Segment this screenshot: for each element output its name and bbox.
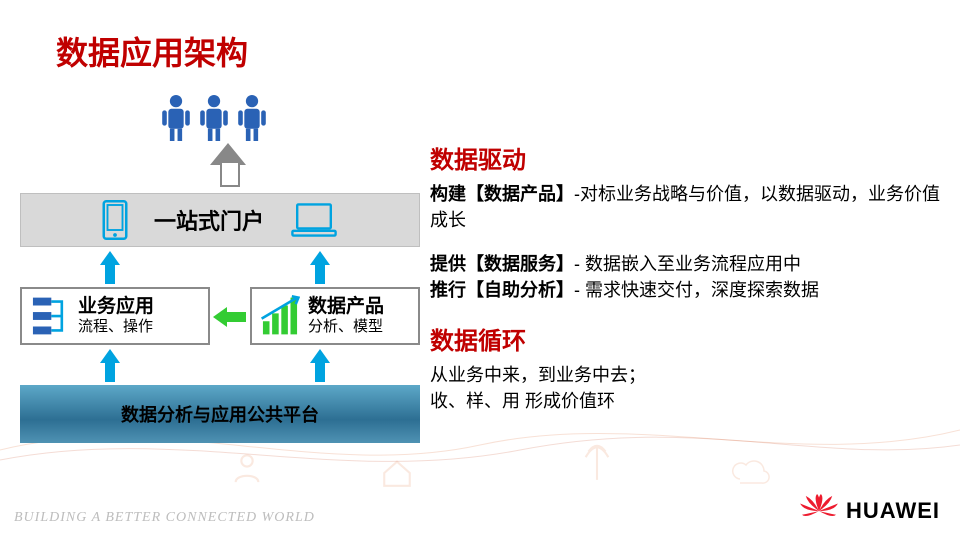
logo-text: HUAWEI <box>846 498 940 524</box>
body-line: 推行【自助分析】- 需求快速交付，深度探索数据 <box>430 277 940 303</box>
arrow-platform-to-leftbox <box>100 349 120 363</box>
arrow-leftbox-to-portal <box>100 251 120 265</box>
arrow-portal-to-people <box>210 143 246 165</box>
arrow-rightbox-to-portal <box>310 251 330 265</box>
box-sub: 流程、操作 <box>78 318 154 336</box>
body-line: 提供【数据服务】- 数据嵌入至业务流程应用中 <box>430 251 940 277</box>
box-title: 业务应用 <box>78 296 154 319</box>
body-line: 收、样、用 形成价值环 <box>430 388 940 414</box>
box-sub: 分析、模型 <box>308 318 384 336</box>
person-icon <box>160 95 192 141</box>
portal-label: 一站式门户 <box>154 204 264 236</box>
arrow-rightbox-to-leftbox <box>213 307 227 327</box>
flow-icon <box>30 295 70 337</box>
body-line: 构建【数据产品】-对标业务战略与价值，以数据驱动，业务价值成长 <box>430 181 940 233</box>
data-product-box: 数据产品 分析、模型 <box>250 287 420 345</box>
slide-title: 数据应用架构 <box>56 28 248 74</box>
people-icons <box>160 95 268 141</box>
person-icon <box>236 95 268 141</box>
platform-label: 数据分析与应用公共平台 <box>121 401 319 427</box>
huawei-flower-icon <box>800 494 838 528</box>
tagline: BUILDING A BETTER CONNECTED WORLD <box>14 510 315 526</box>
body-line: 从业务中来，到业务中去； <box>430 362 940 388</box>
architecture-diagram: 一站式门户 业务应用 流程、操作 数据产品 分析、模型 数据分析与应用公共平台 <box>20 95 420 475</box>
right-text-column: 数据驱动 构建【数据产品】-对标业务战略与价值，以数据驱动，业务价值成长 提供【… <box>430 140 940 415</box>
phone-icon <box>102 200 128 240</box>
arrow-platform-to-rightbox <box>310 349 330 363</box>
portal-bar: 一站式门户 <box>20 193 420 247</box>
laptop-icon <box>290 202 338 238</box>
business-app-box: 业务应用 流程、操作 <box>20 287 210 345</box>
platform-bar: 数据分析与应用公共平台 <box>20 385 420 443</box>
chart-icon <box>260 295 300 337</box>
section-head-2: 数据循环 <box>430 321 940 356</box>
section-head-1: 数据驱动 <box>430 140 940 175</box>
box-title: 数据产品 <box>308 296 384 319</box>
bg-cloud-icon <box>730 457 770 485</box>
person-icon <box>198 95 230 141</box>
huawei-logo: HUAWEI <box>800 494 940 528</box>
bg-antenna-icon <box>580 440 614 480</box>
